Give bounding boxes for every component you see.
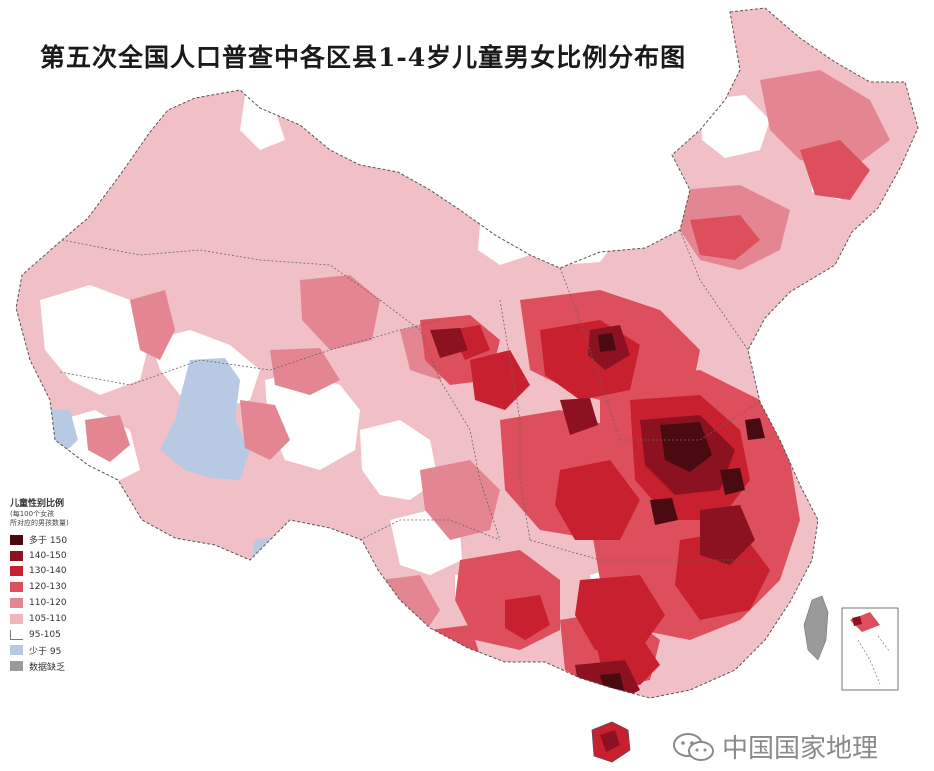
- wechat-logo-icon: [673, 732, 714, 761]
- hainan-dark-part: [600, 730, 620, 752]
- legend-label: 120-130: [29, 582, 67, 593]
- legend-subtitle-line2: 所对应的男孩数量): [10, 519, 69, 527]
- legend: 儿童性别比例 (每100个女孩 所对应的男孩数量) 多于 150 140-150 1…: [10, 498, 120, 674]
- legend-label: 110-120: [29, 598, 67, 609]
- legend-label: 95-105: [29, 629, 61, 640]
- legend-item: 少于 95: [10, 643, 120, 659]
- map-title: 第五次全国人口普查中各区县1-4岁儿童男女比例分布图: [40, 43, 687, 72]
- legend-swatch: [10, 661, 23, 672]
- legend-swatch: [10, 534, 23, 545]
- legend-swatch: [10, 598, 23, 609]
- legend-swatch: [10, 645, 23, 656]
- china-border: [15, 7, 919, 699]
- legend-swatch: [10, 582, 23, 593]
- legend-label: 105-110: [29, 613, 67, 624]
- legend-item: 数据缺乏: [10, 658, 120, 674]
- legend-label: 多于 150: [29, 536, 68, 547]
- south-china-sea-inset: [841, 607, 899, 691]
- legend-swatch: [10, 613, 23, 624]
- legend-swatch: [10, 629, 23, 640]
- legend-label: 数据缺乏: [29, 662, 66, 673]
- legend-item: 105-110: [10, 611, 120, 627]
- ratio-over-150-areas: [598, 333, 765, 692]
- legend-item: 110-120: [10, 595, 120, 611]
- province-boundaries: [59, 229, 761, 561]
- legend-item: 120-130: [10, 579, 120, 595]
- legend-swatch: [10, 550, 23, 561]
- legend-swatch: [10, 566, 23, 577]
- legend-subtitle-line1: (每100个女孩: [10, 510, 55, 518]
- legend-item: 95-105: [10, 627, 120, 643]
- legend-item: 140-150: [10, 548, 120, 564]
- taiwan-island: [803, 595, 829, 661]
- legend-label: 少于 95: [29, 646, 62, 657]
- legend-label: 130-140: [29, 566, 67, 577]
- watermark-text: 中国国家地理: [722, 734, 879, 764]
- watermark: 中国国家地理: [672, 728, 878, 765]
- legend-item: 多于 150: [10, 532, 120, 548]
- legend-item: 130-140: [10, 564, 120, 580]
- legend-title: 儿童性别比例: [10, 499, 65, 509]
- legend-label: 140-150: [29, 550, 67, 561]
